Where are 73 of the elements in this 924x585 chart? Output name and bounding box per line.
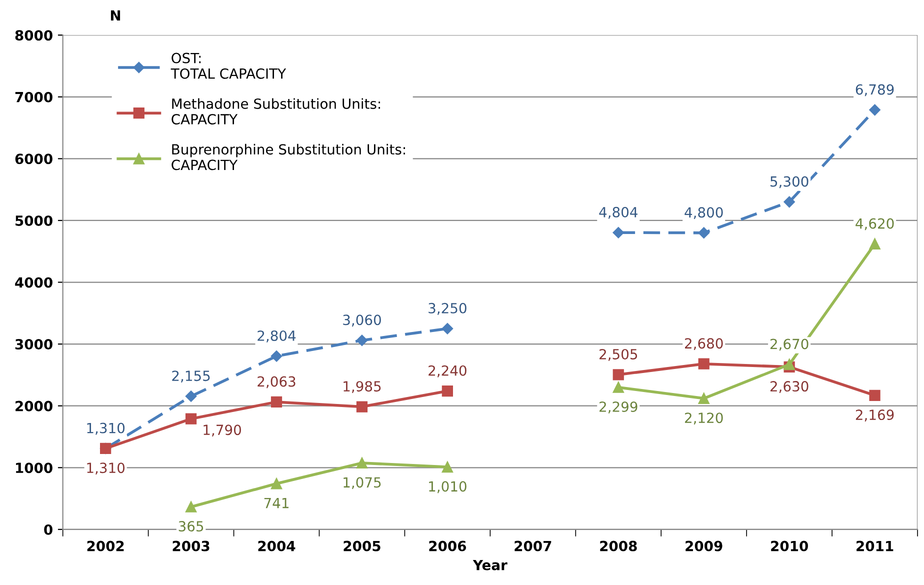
point <box>612 382 624 393</box>
data-label: 4,800 <box>684 207 723 220</box>
legend-label: OST: TOTAL CAPACITY <box>170 52 286 79</box>
x-tick-label: 2007 <box>514 540 552 552</box>
x-tick-label: 2004 <box>258 540 296 552</box>
y-tick-label: 4000 <box>15 277 52 288</box>
x-tick-label: 2011 <box>856 540 894 552</box>
point <box>442 461 454 473</box>
point <box>185 390 197 402</box>
y-tick-label: 8000 <box>15 30 52 41</box>
point <box>442 385 454 397</box>
y-tick-label: 2000 <box>16 400 52 412</box>
data-label: 2,804 <box>258 330 296 342</box>
y-tick-label: 1000 <box>16 462 52 474</box>
point <box>270 396 282 408</box>
y-tick-label: 6000 <box>15 154 52 164</box>
point <box>612 226 624 238</box>
y-axis-title: N <box>110 10 120 20</box>
data-label: 1,075 <box>344 477 381 490</box>
y-tick-label: 0 <box>44 524 52 535</box>
point <box>270 478 282 490</box>
y-tick-label: 7000 <box>15 92 52 102</box>
point <box>356 401 368 412</box>
data-label: 2,505 <box>600 348 638 361</box>
data-label: 3,250 <box>428 302 466 315</box>
data-label: 2,120 <box>684 412 723 424</box>
data-label: 741 <box>264 498 288 508</box>
point <box>698 358 710 370</box>
point <box>698 392 710 404</box>
x-tick-label: 2002 <box>87 540 124 552</box>
legend-label: Buprenorphine Substitution Units: CAPACITY <box>172 144 405 170</box>
data-label: 2,063 <box>258 376 296 388</box>
data-label: 2,169 <box>856 410 894 422</box>
data-label: 365 <box>178 521 204 532</box>
data-label: 1,310 <box>87 422 125 435</box>
y-tick-label: 3000 <box>15 339 52 350</box>
point <box>784 196 795 208</box>
x-tick-label: 2005 <box>344 540 380 552</box>
point <box>784 358 795 370</box>
data-label: 2,155 <box>172 370 210 382</box>
point <box>185 413 197 424</box>
point <box>612 369 624 380</box>
point <box>698 227 710 238</box>
data-label: 3,060 <box>343 314 381 327</box>
data-label: 1,985 <box>344 381 381 393</box>
data-label: 2,680 <box>684 338 723 350</box>
point <box>869 104 880 116</box>
data-label: 6,789 <box>856 84 894 96</box>
data-label: 2,670 <box>770 338 808 351</box>
x-tick-label: 2003 <box>172 540 210 552</box>
point <box>869 238 880 250</box>
x-tick-label: 2006 <box>429 540 466 552</box>
x-tick-label: 2010 <box>771 540 808 552</box>
data-label: 1,790 <box>204 424 241 437</box>
point <box>356 457 368 469</box>
x-axis-title: Year <box>472 560 508 570</box>
data-label: 2,630 <box>770 381 808 393</box>
data-label: 5,300 <box>770 176 808 188</box>
x-tick-label: 2009 <box>686 540 722 552</box>
data-label: 2,299 <box>600 402 638 414</box>
data-label: 4,804 <box>599 206 638 219</box>
point <box>356 334 368 346</box>
point <box>442 323 454 334</box>
data-label: 2,240 <box>428 365 466 378</box>
data-label: 1,010 <box>429 481 466 494</box>
data-label: 4,620 <box>856 218 894 230</box>
point <box>869 390 880 401</box>
point <box>270 350 282 362</box>
point <box>185 501 197 512</box>
data-label: 1,310 <box>87 462 125 475</box>
legend-label: Methadone Substitution Units: CAPACITY <box>172 98 380 125</box>
x-tick-label: 2008 <box>600 540 637 552</box>
y-tick-label: 5000 <box>16 215 52 226</box>
